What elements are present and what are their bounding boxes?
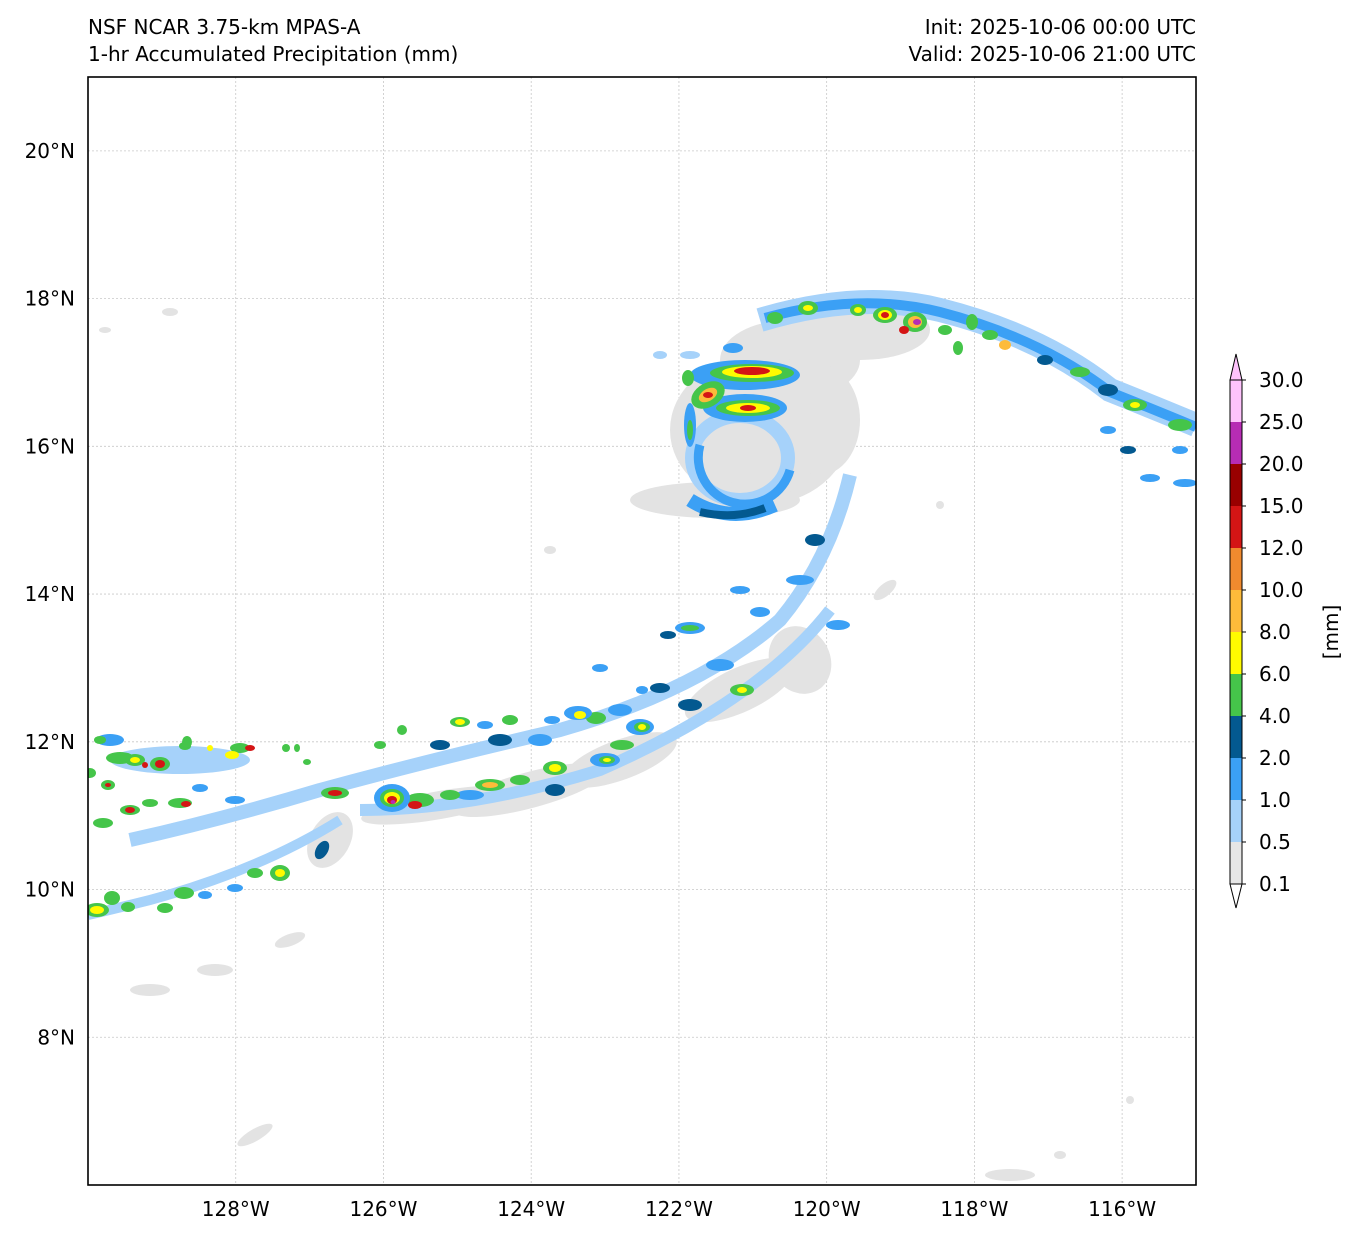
colorbar-segment [1230, 758, 1242, 800]
colorbar-under-arrow [1229, 883, 1243, 909]
colorbar-segment [1230, 506, 1242, 548]
axis-ticks: 128°W 126°W 124°W 122°W 120°W 118°W 116°W 8°N 10… [25, 139, 1157, 1221]
colorbar-tick-label: 20.0 [1259, 452, 1304, 476]
colorbar-tick-label: 0.1 [1259, 872, 1291, 896]
lat-tick-label: 20°N [25, 139, 75, 163]
western-cluster [88, 734, 311, 828]
colorbar-segment [1230, 632, 1242, 674]
colorbar: 0.1 0.5 1.0 2.0 4.0 6.0 8.0 10.0 12.0 15.0 20.0 25.… [1229, 353, 1343, 909]
colorbar-tick-label: 1.0 [1259, 788, 1291, 812]
colorbar-segment [1230, 422, 1242, 464]
colorbar-segment [1230, 380, 1242, 422]
lat-tick-label: 8°N [37, 1025, 75, 1049]
valid-time: Valid: 2025-10-06 21:00 UTC [908, 42, 1196, 66]
lon-tick-label: 120°W [793, 1197, 861, 1221]
init-time: Init: 2025-10-06 00:00 UTC [924, 15, 1196, 39]
lat-tick-label: 16°N [25, 434, 75, 458]
colorbar-tick-label: 15.0 [1259, 494, 1304, 518]
lon-tick-label: 116°W [1088, 1197, 1156, 1221]
colorbar-units-label: [mm] [1319, 605, 1343, 660]
colorbar-segment [1230, 842, 1242, 884]
colorbar-segment [1230, 464, 1242, 506]
precip-trace-areas [99, 300, 1134, 1181]
precipitation-field [88, 290, 1196, 1181]
grid-lines [88, 77, 1196, 1185]
spiral-band-cells [88, 534, 850, 917]
map-frame [87, 76, 1197, 1186]
colorbar-tick-label: 4.0 [1259, 704, 1291, 728]
lon-tick-label: 118°W [940, 1197, 1008, 1221]
northern-rainband [756, 290, 1196, 487]
colorbar-tick-label: 0.5 [1259, 830, 1291, 854]
lat-tick-label: 12°N [25, 730, 75, 754]
colorbar-over-arrow [1229, 353, 1243, 381]
lon-tick-label: 122°W [645, 1197, 713, 1221]
colorbar-tick-label: 10.0 [1259, 578, 1304, 602]
colorbar-segment [1230, 800, 1242, 842]
field-title: 1-hr Accumulated Precipitation (mm) [88, 42, 459, 66]
colorbar-segment [1230, 590, 1242, 632]
lon-tick-label: 126°W [349, 1197, 417, 1221]
hurricane-core-cells [653, 343, 800, 447]
colorbar-tick-label: 12.0 [1259, 536, 1304, 560]
colorbar-tick-label: 8.0 [1259, 620, 1291, 644]
lon-tick-label: 124°W [497, 1197, 565, 1221]
colorbar-segment [1230, 716, 1242, 758]
lat-tick-label: 14°N [25, 582, 75, 606]
colorbar-tick-label: 25.0 [1259, 410, 1304, 434]
lat-tick-label: 10°N [25, 878, 75, 902]
model-title: NSF NCAR 3.75-km MPAS-A [88, 15, 361, 39]
colorbar-segment [1230, 674, 1242, 716]
lat-tick-label: 18°N [25, 287, 75, 311]
colorbar-tick-label: 6.0 [1259, 662, 1291, 686]
colorbar-segment [1230, 548, 1242, 590]
colorbar-tick-label: 30.0 [1259, 368, 1304, 392]
lon-tick-label: 128°W [202, 1197, 270, 1221]
colorbar-tick-label: 2.0 [1259, 746, 1291, 770]
